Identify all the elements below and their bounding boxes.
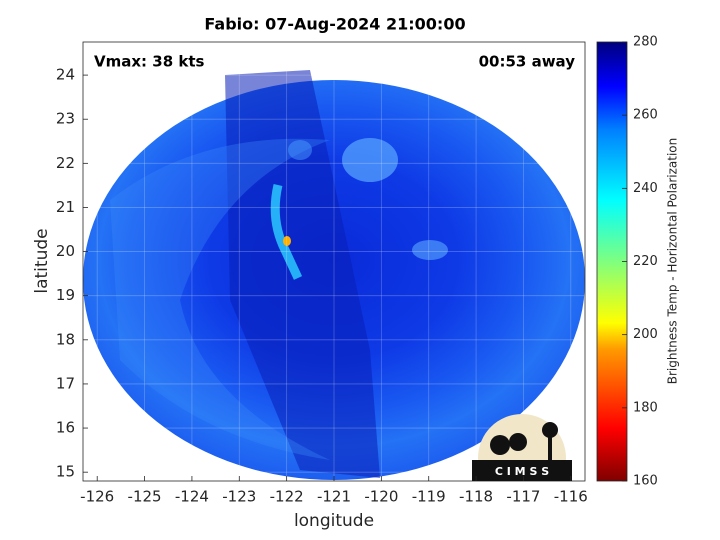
x-tick-label: -121	[317, 488, 351, 506]
colorbar-tick-label: 280	[633, 35, 658, 50]
colorbar-tick-label: 180	[633, 400, 658, 415]
y-tick-label: 15	[56, 463, 75, 481]
colorbar-tick-label: 260	[633, 108, 658, 123]
colorbar-tick-label: 160	[633, 474, 658, 489]
x-tick-label: -122	[270, 488, 304, 506]
x-tick-label: -117	[506, 488, 540, 506]
annotation: Vmax: 38 kts	[94, 53, 204, 71]
colorbar-tick-label: 200	[633, 327, 658, 342]
y-tick-label: 24	[56, 66, 75, 84]
colorbar-tick-label: 220	[633, 254, 658, 269]
annotation: 00:53 away	[479, 53, 576, 71]
logo-text: C I M S S	[495, 465, 549, 478]
colorbar-tick-label: 240	[633, 181, 658, 196]
logo: C I M S S	[472, 414, 572, 481]
y-tick-label: 18	[56, 330, 75, 348]
y-axis-label: latitude	[32, 228, 52, 293]
cloud	[342, 138, 398, 182]
cloud	[412, 240, 448, 260]
x-tick-label: -120	[364, 488, 398, 506]
x-tick-label: -118	[459, 488, 493, 506]
colorbar-label: Brightness Temp - Horizontal Polarizatio…	[666, 138, 680, 385]
x-tick-label: -116	[554, 488, 588, 506]
x-tick-label: -123	[222, 488, 256, 506]
x-axis-label: longitude	[294, 511, 374, 531]
cloud	[288, 140, 312, 160]
y-tick-label: 20	[56, 242, 75, 260]
y-tick-label: 23	[56, 110, 75, 128]
y-tick-label: 19	[56, 286, 75, 304]
x-tick-label: -126	[80, 488, 114, 506]
convection	[270, 183, 303, 280]
x-tick-label: -124	[175, 488, 209, 506]
y-tick-label: 21	[56, 198, 75, 216]
hot-spot	[283, 236, 291, 246]
rainband	[110, 138, 330, 460]
x-tick-label: -119	[412, 488, 446, 506]
satellite-image	[83, 70, 585, 480]
dark-band	[225, 70, 380, 478]
y-tick-label: 22	[56, 154, 75, 172]
y-tick-label: 17	[56, 374, 75, 392]
chart-title: Fabio: 07-Aug-2024 21:00:00	[204, 15, 465, 34]
y-tick-label: 16	[56, 419, 75, 437]
x-tick-label: -125	[128, 488, 162, 506]
